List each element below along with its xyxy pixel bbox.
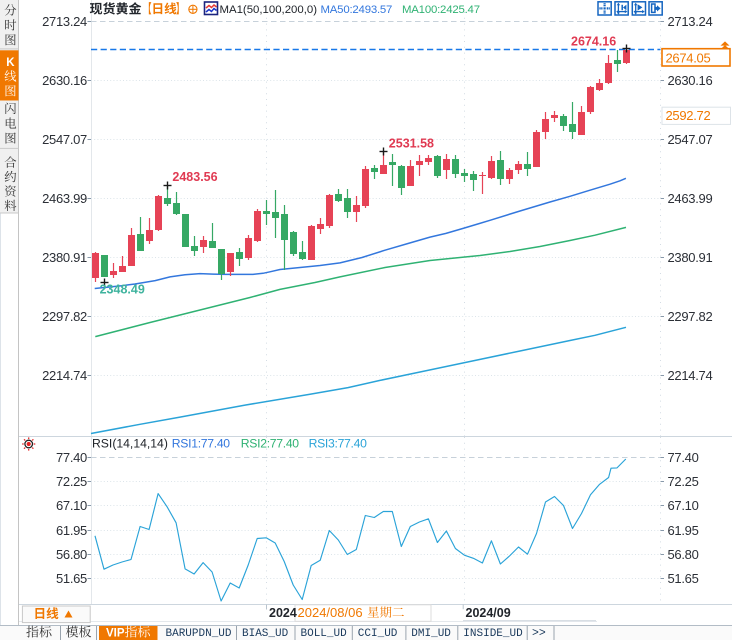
svg-text:MA50:2493.57: MA50:2493.57 <box>321 4 393 16</box>
svg-text:2380.91: 2380.91 <box>42 250 87 265</box>
svg-text:2592.72: 2592.72 <box>666 108 711 123</box>
svg-text:51.65: 51.65 <box>668 571 699 586</box>
svg-text:BOLL_UD: BOLL_UD <box>301 628 348 640</box>
svg-text:61.95: 61.95 <box>56 523 87 538</box>
svg-text:K: K <box>6 57 15 69</box>
svg-text:77.40: 77.40 <box>56 450 87 465</box>
svg-text:2531.58: 2531.58 <box>389 136 434 150</box>
svg-text:RSI3:77.40: RSI3:77.40 <box>309 437 368 451</box>
svg-text:56.80: 56.80 <box>668 547 699 562</box>
svg-text:2024/09: 2024/09 <box>466 606 511 620</box>
svg-text:RSI(14,14,14): RSI(14,14,14) <box>92 437 168 451</box>
svg-text:2297.82: 2297.82 <box>668 309 713 324</box>
svg-text:77.40: 77.40 <box>668 450 699 465</box>
svg-text:2024: 2024 <box>269 606 297 620</box>
svg-text:RSI2:77.40: RSI2:77.40 <box>241 437 300 451</box>
svg-text:2674.05: 2674.05 <box>666 50 711 65</box>
svg-text:56.80: 56.80 <box>56 547 87 562</box>
svg-text:MA100:2425.47: MA100:2425.47 <box>402 4 480 16</box>
svg-text:>>: >> <box>532 627 546 640</box>
svg-text:DMI_UD: DMI_UD <box>411 628 451 640</box>
svg-text:2348.49: 2348.49 <box>100 283 145 297</box>
svg-text:VIP: VIP <box>106 627 125 639</box>
svg-text:2483.56: 2483.56 <box>172 170 217 184</box>
svg-text:2547.07: 2547.07 <box>668 132 713 147</box>
svg-text:INSIDE_UD: INSIDE_UD <box>463 628 523 640</box>
svg-text:51.65: 51.65 <box>56 571 87 586</box>
svg-text:RSI1:77.40: RSI1:77.40 <box>172 437 231 451</box>
svg-text:MA1(50,100,200,0): MA1(50,100,200,0) <box>220 4 318 16</box>
svg-text:BARUPDN_UD: BARUPDN_UD <box>166 628 232 640</box>
svg-text:61.95: 61.95 <box>668 523 699 538</box>
svg-text:67.10: 67.10 <box>668 498 699 513</box>
svg-text:2713.24: 2713.24 <box>668 14 713 29</box>
svg-text:2297.82: 2297.82 <box>42 309 87 324</box>
svg-text:BIAS_UD: BIAS_UD <box>242 628 289 640</box>
svg-text:72.25: 72.25 <box>668 474 699 489</box>
svg-text:2630.16: 2630.16 <box>42 73 87 88</box>
svg-text:2380.91: 2380.91 <box>668 250 713 265</box>
svg-text:2214.74: 2214.74 <box>42 368 87 383</box>
svg-text:67.10: 67.10 <box>56 498 87 513</box>
svg-text:CCI_UD: CCI_UD <box>358 628 398 640</box>
svg-text:2713.24: 2713.24 <box>42 14 87 29</box>
svg-text:2547.07: 2547.07 <box>42 132 87 147</box>
svg-text:2674.16: 2674.16 <box>571 34 616 48</box>
svg-text:2214.74: 2214.74 <box>668 368 713 383</box>
svg-text:2463.99: 2463.99 <box>42 191 87 206</box>
svg-text:2024/08/06: 2024/08/06 <box>298 605 363 620</box>
svg-text:2463.99: 2463.99 <box>668 191 713 206</box>
svg-text:2630.16: 2630.16 <box>668 73 713 88</box>
svg-text:72.25: 72.25 <box>56 474 87 489</box>
